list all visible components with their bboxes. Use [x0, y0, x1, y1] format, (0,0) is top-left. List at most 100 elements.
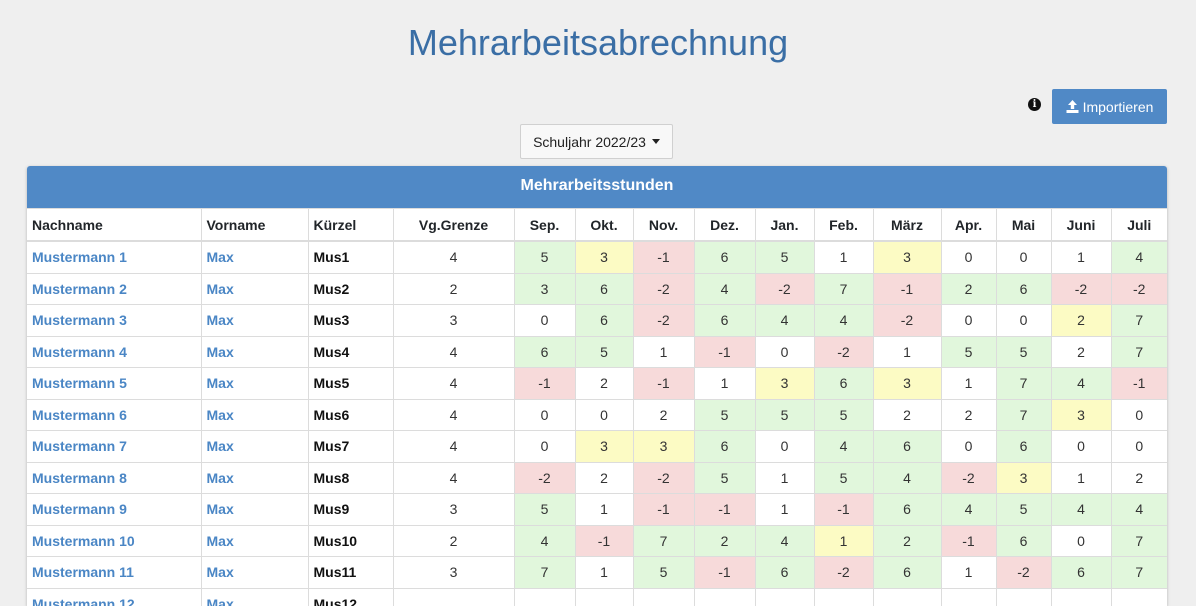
month-value-cell: 6 — [513, 335, 576, 368]
month-value-cell: 3 — [632, 430, 695, 463]
lastname-link[interactable]: Mustermann 8 — [32, 469, 127, 486]
month-value-cell: 6 — [813, 367, 874, 400]
firstname-cell: Max — [200, 493, 309, 526]
firstname-link[interactable]: Max — [206, 375, 234, 392]
month-value-cell: -1 — [813, 493, 874, 526]
limit-cell: 3 — [392, 493, 515, 526]
month-value-cell: 0 — [940, 304, 997, 337]
firstname-link[interactable]: Max — [206, 595, 234, 606]
lastname-cell: Mustermann 6 — [27, 398, 202, 431]
column-header[interactable]: Vorname — [200, 208, 309, 242]
lastname-link[interactable]: Mustermann 9 — [32, 501, 127, 518]
lastname-link[interactable]: Mustermann 1 — [32, 249, 127, 266]
limit-cell — [392, 587, 515, 606]
column-header[interactable]: Apr. — [940, 208, 997, 242]
month-value-cell: 2 — [1110, 461, 1167, 494]
month-value-cell — [940, 587, 997, 606]
lastname-link[interactable]: Mustermann 12 — [32, 595, 135, 606]
month-value-cell: 7 — [1110, 556, 1167, 589]
month-value-cell: 7 — [995, 398, 1052, 431]
abbreviation-cell: Mus1 — [307, 240, 394, 274]
column-header[interactable]: Mai — [995, 208, 1052, 242]
month-value-cell: 3 — [1050, 398, 1112, 431]
firstname-link[interactable]: Max — [206, 249, 234, 266]
month-value-cell: -2 — [940, 461, 997, 494]
firstname-link[interactable]: Max — [206, 312, 234, 329]
lastname-link[interactable]: Mustermann 6 — [32, 406, 127, 423]
month-value-cell: 4 — [872, 461, 942, 494]
firstname-link[interactable]: Max — [206, 532, 234, 549]
month-value-cell: 4 — [1110, 240, 1167, 274]
firstname-cell: Max — [200, 272, 309, 305]
overtime-card: Mehrarbeitsstunden Nachname Vorname Kürzel… — [27, 166, 1167, 606]
lastname-link[interactable]: Mustermann 4 — [32, 343, 127, 360]
firstname-link[interactable]: Max — [206, 469, 234, 486]
firstname-link[interactable]: Max — [206, 406, 234, 423]
firstname-link[interactable]: Max — [206, 501, 234, 518]
month-value-cell: 6 — [693, 240, 756, 274]
limit-cell: 4 — [392, 461, 515, 494]
month-value-cell: -2 — [632, 461, 695, 494]
school-year-dropdown[interactable]: Schuljahr 2022/23 — [520, 124, 673, 159]
month-value-cell: 5 — [513, 493, 576, 526]
column-header[interactable]: Dez. — [693, 208, 756, 242]
month-value-cell: -1 — [513, 367, 576, 400]
month-value-cell: 6 — [872, 556, 942, 589]
month-value-cell: 5 — [693, 461, 756, 494]
month-value-cell: 4 — [693, 272, 756, 305]
firstname-link[interactable]: Max — [206, 280, 234, 297]
month-value-cell: 6 — [995, 272, 1052, 305]
month-value-cell: 0 — [574, 398, 634, 431]
table-row: Mustermann 5 Max Mus5 4 -1 2 -1 1 3 6 3 1 7 4 -1 — [27, 367, 1167, 400]
lastname-cell: Mustermann 7 — [27, 430, 202, 463]
month-value-cell: 2 — [574, 461, 634, 494]
month-value-cell: 6 — [754, 556, 815, 589]
info-icon[interactable]: i — [1028, 98, 1041, 111]
column-header[interactable]: Juli — [1110, 208, 1167, 242]
table-row: Mustermann 6 Max Mus6 4 0 0 2 5 5 5 2 2 7 3 0 — [27, 398, 1167, 431]
month-value-cell: 4 — [813, 430, 874, 463]
column-header[interactable]: Nachname — [27, 208, 202, 242]
column-header[interactable]: Vg.Grenze — [392, 208, 515, 242]
import-button[interactable]: Importieren — [1052, 89, 1167, 124]
month-value-cell: 5 — [813, 461, 874, 494]
month-value-cell: 1 — [574, 493, 634, 526]
month-value-cell: -1 — [632, 240, 695, 274]
column-header[interactable]: Juni — [1050, 208, 1112, 242]
column-header[interactable]: Sep. — [513, 208, 576, 242]
month-value-cell: 1 — [693, 367, 756, 400]
lastname-link[interactable]: Mustermann 10 — [32, 532, 135, 549]
column-header[interactable]: Nov. — [632, 208, 695, 242]
column-header[interactable]: März — [872, 208, 942, 242]
month-value-cell: -2 — [513, 461, 576, 494]
lastname-link[interactable]: Mustermann 2 — [32, 280, 127, 297]
lastname-cell: Mustermann 2 — [27, 272, 202, 305]
month-value-cell: 1 — [754, 461, 815, 494]
month-value-cell: -1 — [940, 524, 997, 557]
firstname-link[interactable]: Max — [206, 343, 234, 360]
lastname-link[interactable]: Mustermann 7 — [32, 438, 127, 455]
lastname-link[interactable]: Mustermann 3 — [32, 312, 127, 329]
month-value-cell: -1 — [632, 367, 695, 400]
import-button-label: Importieren — [1082, 98, 1154, 115]
month-value-cell: 3 — [513, 272, 576, 305]
month-value-cell — [813, 587, 874, 606]
month-value-cell: 7 — [1110, 524, 1167, 557]
column-header[interactable]: Kürzel — [307, 208, 394, 242]
column-header[interactable]: Jan. — [754, 208, 815, 242]
month-value-cell: 1 — [574, 556, 634, 589]
month-value-cell — [574, 587, 634, 606]
column-header[interactable]: Okt. — [574, 208, 634, 242]
month-value-cell: 6 — [995, 524, 1052, 557]
column-header[interactable]: Feb. — [813, 208, 874, 242]
lastname-link[interactable]: Mustermann 5 — [32, 375, 127, 392]
table-header-row: Nachname Vorname Kürzel Vg.Grenze Sep. Okt. No… — [27, 208, 1167, 242]
month-value-cell — [995, 587, 1052, 606]
month-value-cell: 4 — [1050, 493, 1112, 526]
month-value-cell — [693, 587, 756, 606]
firstname-link[interactable]: Max — [206, 564, 234, 581]
lastname-link[interactable]: Mustermann 11 — [32, 564, 134, 581]
month-value-cell: 6 — [693, 304, 756, 337]
firstname-link[interactable]: Max — [206, 438, 234, 455]
abbreviation-cell: Mus3 — [307, 304, 394, 337]
